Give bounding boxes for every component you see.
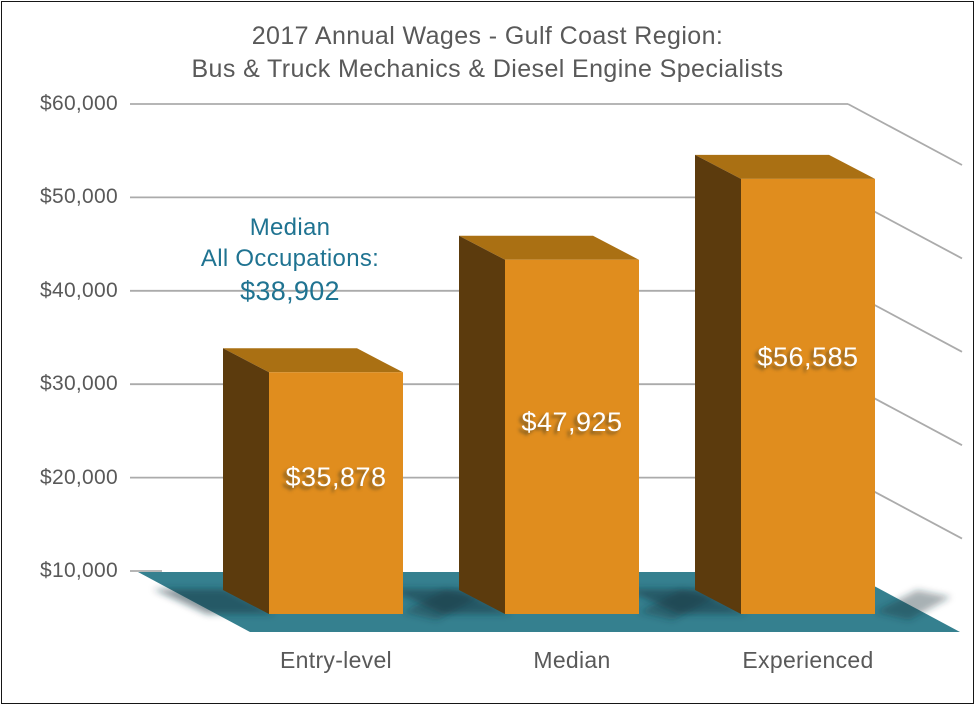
y-tick-label: $50,000 xyxy=(39,185,118,209)
bar-shadow xyxy=(625,589,747,614)
x-category-label: Experienced xyxy=(742,647,874,673)
bar-top-face xyxy=(459,235,639,260)
y-tick-label: $30,000 xyxy=(39,372,118,396)
bar-top-face xyxy=(223,348,403,373)
y-tick-label: $60,000 xyxy=(39,92,118,115)
annotation-value: $38,902 xyxy=(240,276,340,306)
annotation-line1: Median xyxy=(249,214,331,241)
bar-shadow xyxy=(875,590,951,620)
bar-side-face xyxy=(695,154,741,614)
bars-group xyxy=(223,154,875,614)
bar-value-label: $35,878 xyxy=(285,462,387,492)
bar-front-face xyxy=(505,259,639,614)
chart-title: 2017 Annual Wages - Gulf Coast Region: B… xyxy=(0,20,975,86)
chart-title-line1: 2017 Annual Wages - Gulf Coast Region: xyxy=(251,22,724,50)
bar-shadow xyxy=(389,589,511,614)
bar-front-face xyxy=(269,372,403,614)
shadows-group xyxy=(153,589,951,620)
bar-value-label: $56,585 xyxy=(757,342,859,372)
bar-value-label: $47,925 xyxy=(521,407,623,437)
chart-title-line2: Bus & Truck Mechanics & Diesel Engine Sp… xyxy=(191,55,784,83)
y-tick-label: $40,000 xyxy=(39,278,118,302)
y-tick-label: $10,000 xyxy=(39,559,118,582)
bar-front-face xyxy=(741,178,875,614)
bar-side-face xyxy=(223,348,269,614)
gridline-depth-segment xyxy=(847,103,963,166)
annotation-line2: All Occupations: xyxy=(200,245,380,272)
y-tick-label: $20,000 xyxy=(39,465,118,489)
bar-shadow xyxy=(153,589,275,614)
bar-top-face xyxy=(695,154,875,179)
x-category-label: Entry-level xyxy=(280,647,392,673)
bar-side-face xyxy=(459,235,505,614)
x-category-label: Median xyxy=(533,647,611,673)
median-all-occupations-annotation: Median All Occupations: $38,902 xyxy=(160,212,420,308)
